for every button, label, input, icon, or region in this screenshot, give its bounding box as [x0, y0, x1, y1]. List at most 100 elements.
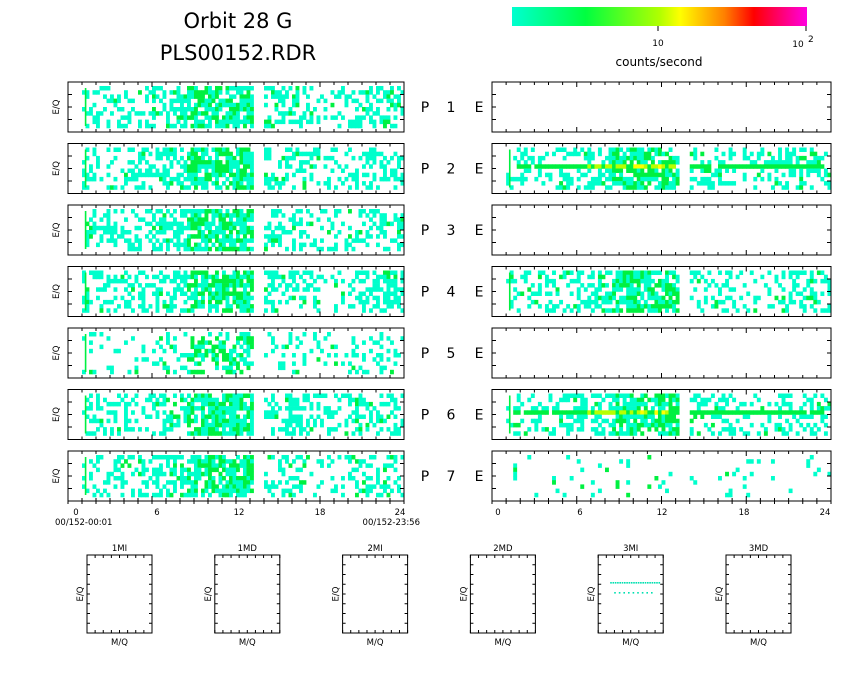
heatmap-cell	[274, 484, 279, 489]
heatmap-cell	[183, 209, 188, 214]
heatmap-cell	[229, 418, 233, 424]
heatmap-cell	[774, 401, 779, 407]
heatmap-cell	[162, 102, 167, 108]
heatmap-cell	[756, 410, 761, 415]
heatmap-cell	[180, 480, 184, 485]
heatmap-cell	[194, 274, 198, 280]
heatmap-cell	[576, 176, 581, 182]
heatmap-cell	[323, 98, 328, 104]
heatmap-cell	[718, 287, 722, 292]
heatmap-cell	[739, 295, 744, 301]
heatmap-cell	[85, 90, 90, 95]
heatmap-cell	[127, 274, 132, 280]
heatmap-cell	[169, 90, 174, 95]
heatmap-cell	[675, 393, 680, 398]
heatmap-cell	[204, 242, 209, 248]
heatmap-cell	[232, 418, 237, 424]
heatmap-cell	[369, 414, 373, 419]
heatmap-cell	[92, 147, 97, 152]
heatmap-cell	[806, 283, 811, 288]
heatmap-cell	[264, 308, 268, 313]
heatmap-cell	[337, 397, 342, 403]
heatmap-cell	[96, 397, 100, 403]
heatmap-cell	[85, 291, 90, 296]
heatmap-cell	[124, 480, 128, 485]
heatmap-cell	[351, 278, 356, 284]
heatmap-cell	[239, 332, 244, 337]
heatmap-cell	[190, 221, 195, 227]
heatmap-cell	[657, 283, 662, 288]
heatmap-cell	[608, 172, 613, 178]
heatmap-cell	[735, 410, 740, 415]
heatmap-cell	[390, 463, 394, 468]
heatmap-cell	[194, 353, 198, 358]
heatmap-cell	[362, 414, 366, 419]
heatmap-start-line	[508, 149, 511, 188]
heatmap-cell	[313, 164, 317, 169]
heatmap-cell	[264, 246, 268, 252]
heatmap-cell	[580, 427, 585, 432]
heatmap-cell	[169, 123, 174, 129]
heatmap-cell	[222, 357, 226, 362]
heatmap-cell	[138, 185, 142, 190]
heatmap-cell	[173, 459, 177, 464]
heatmap-cell	[124, 278, 128, 284]
heatmap-cell	[215, 418, 219, 424]
heatmap-cell	[643, 274, 648, 280]
heatmap-cell	[559, 147, 564, 152]
heatmap-cell	[548, 397, 553, 403]
heatmap-cell	[309, 176, 314, 182]
heatmap-cell	[225, 111, 230, 116]
heatmap-cell	[250, 431, 254, 436]
heatmap-cell	[159, 209, 163, 214]
heatmap-cell	[264, 94, 268, 99]
heatmap-cell	[348, 185, 352, 190]
spectrogram-row: E/Q P 6 E	[52, 389, 832, 440]
heatmap-cell	[236, 291, 240, 296]
heatmap-cell	[113, 348, 118, 354]
heatmap-cell	[792, 164, 797, 169]
heatmap-cell	[155, 274, 160, 280]
heatmap-cell	[183, 270, 188, 275]
heatmap-cell	[626, 291, 631, 296]
heatmap-cell	[516, 410, 521, 415]
heatmap-cell	[187, 86, 191, 91]
heatmap-cell	[668, 164, 673, 169]
heatmap-cell	[725, 168, 729, 173]
heatmap-cell	[788, 422, 793, 428]
heatmap-cell	[110, 427, 114, 432]
heatmap-cell	[89, 230, 93, 235]
heatmap-cell	[89, 418, 93, 424]
heatmap-cell	[243, 123, 247, 129]
heatmap-cell	[243, 94, 247, 99]
heatmap-cell	[383, 221, 387, 227]
heatmap-cell	[376, 287, 380, 292]
heatmap-cell	[103, 213, 107, 218]
heatmap-cell	[148, 185, 153, 190]
heatmap-cell	[330, 225, 335, 231]
heatmap-cell	[390, 98, 394, 104]
heatmap-cell	[348, 94, 352, 99]
heatmap-cell	[633, 291, 638, 296]
heatmap-cell	[271, 308, 275, 313]
heatmap-cell	[725, 397, 729, 403]
heatmap-cell	[594, 410, 599, 415]
heatmap-cell	[281, 86, 286, 91]
heatmap-cell	[117, 98, 121, 104]
heatmap-cell	[792, 283, 797, 288]
heatmap-cell	[372, 455, 377, 460]
heatmap-cell	[134, 111, 139, 116]
heatmap-cell	[281, 102, 286, 108]
heatmap-cell	[728, 274, 733, 280]
heatmap-cell	[243, 98, 247, 104]
heatmap-cell	[816, 164, 821, 169]
heatmap-cell	[159, 225, 163, 231]
heatmap-cell	[827, 308, 832, 313]
heatmap-cell	[190, 246, 195, 252]
heatmap-cell	[397, 102, 401, 108]
heatmap-cell	[527, 455, 532, 460]
heatmap-cell	[197, 181, 202, 186]
heatmap-cell	[573, 418, 578, 424]
heatmap-cell	[159, 463, 163, 468]
heatmap-cell	[344, 353, 349, 358]
